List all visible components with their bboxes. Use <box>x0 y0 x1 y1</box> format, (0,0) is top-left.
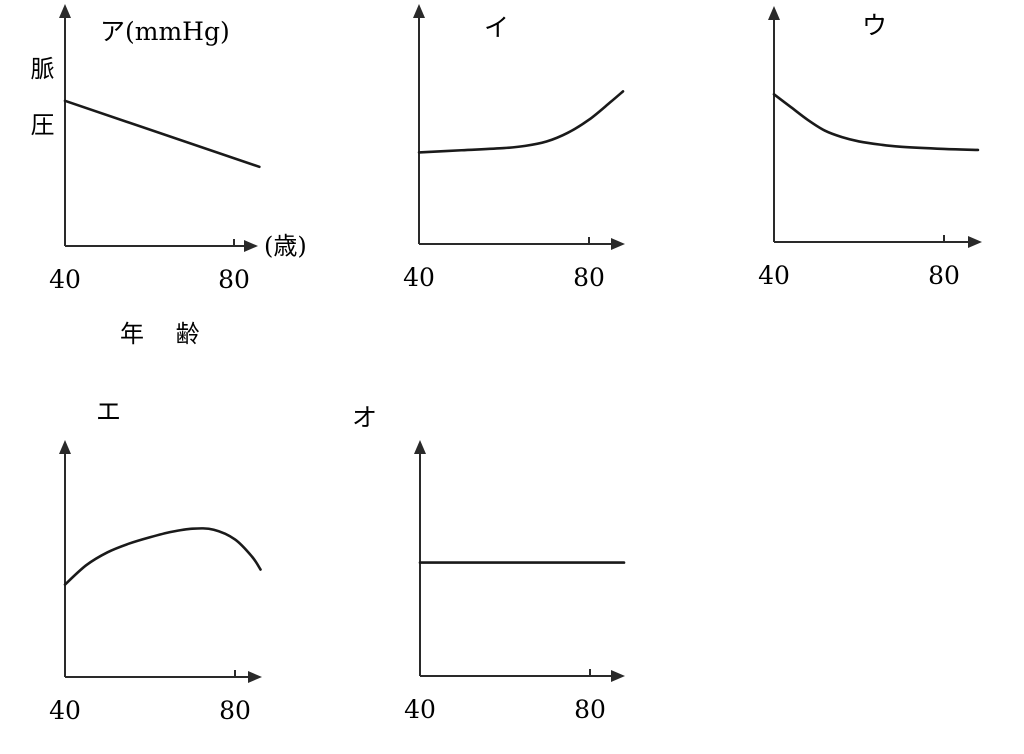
x-tick-label: 40 <box>49 696 81 725</box>
x-tick-label: 80 <box>928 261 960 290</box>
x-tick-label: 40 <box>758 261 790 290</box>
series-line <box>772 93 980 152</box>
x-unit-label: (歳) <box>264 232 307 260</box>
panel-title: ウ <box>862 11 887 40</box>
x-tick-label: 80 <box>573 263 605 292</box>
series-line <box>63 527 262 586</box>
y-axis-label: 脈圧 <box>26 56 54 168</box>
series-line <box>63 99 261 169</box>
x-tick-label: 80 <box>218 265 250 294</box>
y-axis-arrow <box>59 440 71 454</box>
x-axis-arrow <box>611 238 625 250</box>
y-axis-arrow <box>413 4 425 18</box>
x-axis-arrow <box>968 236 982 248</box>
series-line <box>417 90 625 154</box>
y-axis-arrow <box>414 440 426 454</box>
panel-1: 40 80 ア(mmHg) 脈圧 (歳) 年 齢 <box>26 4 307 348</box>
x-axis-label: 年 齢 <box>120 320 212 348</box>
x-tick-label: 80 <box>219 696 251 725</box>
x-axis-arrow <box>611 670 625 682</box>
panel-title: イ <box>484 13 509 42</box>
panel-2: 40 80 イ <box>403 4 625 292</box>
x-tick-label: 40 <box>403 263 435 292</box>
panel-5: 40 80 オ <box>352 403 626 724</box>
y-axis-arrow <box>59 4 71 18</box>
panel-title: ア(mmHg) <box>100 17 230 46</box>
x-axis-arrow <box>244 240 258 252</box>
panel-title: オ <box>352 403 377 432</box>
x-tick-label: 40 <box>49 265 81 294</box>
x-tick-label: 80 <box>574 695 606 724</box>
x-axis-arrow <box>248 671 262 683</box>
panel-4: 40 80 エ <box>49 397 262 725</box>
panel-3: 40 80 ウ <box>758 6 982 290</box>
panel-title: エ <box>96 397 121 426</box>
x-tick-label: 40 <box>404 695 436 724</box>
y-axis-arrow <box>768 6 780 20</box>
